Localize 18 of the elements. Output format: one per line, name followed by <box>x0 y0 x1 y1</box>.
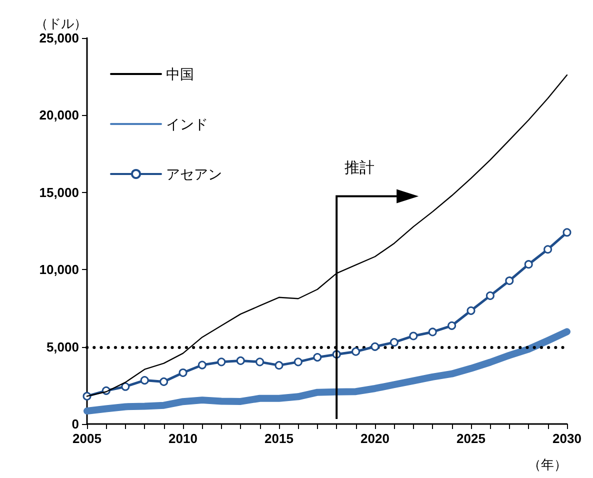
x-tick-label: 2005 <box>72 431 102 446</box>
y-tick-label: 5,000 <box>46 339 79 354</box>
x-tick-label: 2030 <box>552 431 582 446</box>
x-tick-label: 2015 <box>264 431 294 446</box>
x-axis-title: （年） <box>528 457 567 472</box>
legend-label: アセアン <box>166 166 222 182</box>
y-tick-label: 0 <box>72 416 79 432</box>
ref-line-label: 推計 <box>344 159 375 176</box>
x-tick-label: 2020 <box>360 431 390 446</box>
legend-label: インド <box>166 116 208 132</box>
x-tick-label: 2010 <box>168 431 198 446</box>
y-tick-label: 10,000 <box>39 262 79 278</box>
y-tick-label: 20,000 <box>39 108 79 123</box>
y-axis-title: （ドル） <box>35 16 87 31</box>
legend-label: 中国 <box>166 66 194 82</box>
x-tick-label: 2025 <box>456 431 486 446</box>
y-tick-label: 25,000 <box>39 30 79 46</box>
y-tick-label: 15,000 <box>39 184 79 200</box>
